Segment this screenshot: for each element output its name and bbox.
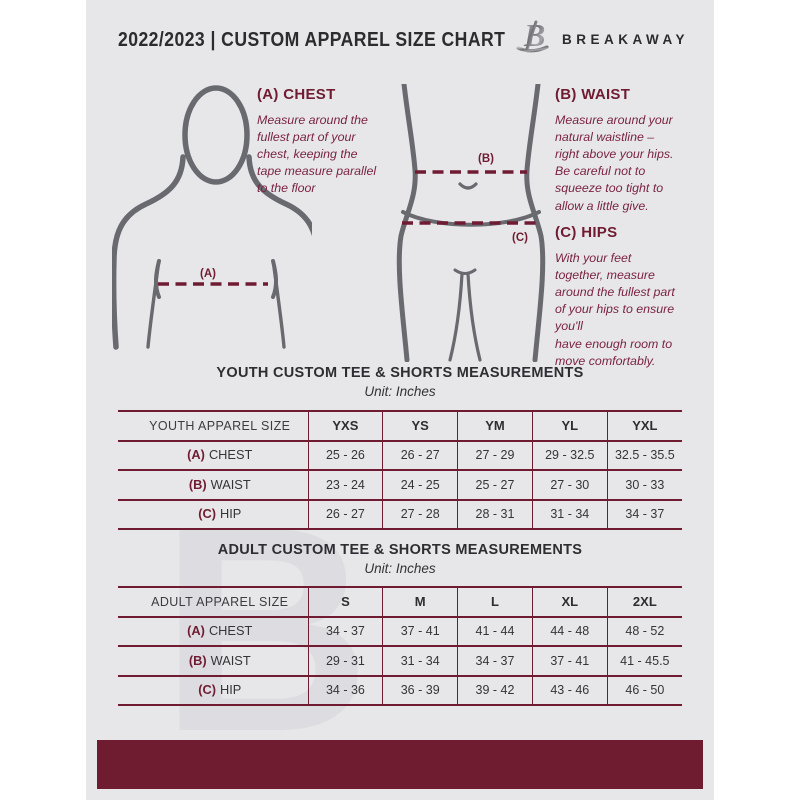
hips-guide-heading: (C) HIPS bbox=[555, 224, 618, 241]
size-chart-page: B 2022/2023 | CUSTOM APPAREL SIZE CHART … bbox=[86, 0, 714, 800]
figure-left-inner-leg bbox=[448, 272, 464, 362]
figure-right-side bbox=[524, 84, 546, 362]
table-cell: 43 - 46 bbox=[550, 683, 590, 698]
table-cell: 48 - 52 bbox=[625, 624, 665, 639]
figure-crotch-curve bbox=[453, 268, 477, 275]
table-cell: 27 - 28 bbox=[400, 507, 440, 522]
breakaway-logo-icon: B bbox=[516, 17, 549, 53]
adult-table-unit: Unit: Inches bbox=[364, 561, 436, 576]
figure-left-shoulder-arm bbox=[112, 154, 186, 350]
figure-right-shoulder-arm bbox=[246, 154, 312, 237]
figure-navel bbox=[458, 182, 478, 190]
size-header-cell: S bbox=[341, 593, 350, 609]
table-row-chest: (A) CHEST 34 - 37 37 - 41 41 - 44 44 - 48… bbox=[118, 615, 682, 646]
adult-size-table: ADULT APPAREL SIZE S M L XL 2XL (A) CHEST… bbox=[118, 586, 682, 706]
chest-line-label: (A) bbox=[200, 268, 216, 280]
size-header-cell: YS bbox=[411, 417, 429, 433]
brand-name: BREAKAWAY bbox=[562, 32, 690, 47]
hips-guide-text: With your feet together, measure around … bbox=[555, 251, 675, 368]
waist-hips-diagram: (B) (C) bbox=[396, 84, 546, 362]
table-cell: 37 - 41 bbox=[400, 624, 440, 639]
chest-diagram: (A) bbox=[112, 85, 312, 350]
table-cell: 34 - 37 bbox=[325, 624, 365, 639]
size-header-cell: M bbox=[414, 593, 426, 609]
adult-table-title: ADULT CUSTOM TEE & SHORTS MEASUREMENTS bbox=[217, 542, 583, 558]
row-label-prefix: (A) bbox=[187, 623, 205, 639]
table-header-row: YOUTH APPAREL SIZE YXS YS YM YL YXL bbox=[118, 411, 682, 441]
row-label-prefix: (C) bbox=[198, 682, 216, 698]
figure-waistband-curve bbox=[401, 210, 541, 227]
table-cell: 34 - 37 bbox=[475, 653, 515, 668]
waist-guide-section: (B) WAIST Measure around your natural wa… bbox=[555, 86, 710, 215]
chest-guide-heading: (A) CHEST bbox=[257, 86, 336, 103]
row-label: HIP bbox=[219, 682, 242, 698]
table-cell: 30 - 33 bbox=[625, 477, 665, 492]
chest-guide-section: (A) CHEST Measure around the fullest par… bbox=[257, 86, 405, 198]
row-label-prefix: (C) bbox=[198, 506, 216, 522]
table-cell: 29 - 32.5 bbox=[545, 448, 595, 463]
table-cell: 26 - 27 bbox=[400, 448, 440, 463]
size-header-cell: YM bbox=[485, 417, 505, 433]
table-cell: 37 - 41 bbox=[550, 653, 590, 668]
table-cell: 27 - 30 bbox=[550, 477, 590, 492]
table-cell: 29 - 31 bbox=[325, 653, 365, 668]
row-label: WAIST bbox=[210, 476, 251, 492]
table-cell: 27 - 29 bbox=[475, 448, 515, 463]
row-label-prefix: (B) bbox=[188, 476, 207, 492]
table-row-hip: (C) HIP 34 - 36 36 - 39 39 - 42 43 - 46 4… bbox=[118, 674, 682, 705]
size-header-cell: 2XL bbox=[632, 593, 657, 609]
table-cell: 24 - 25 bbox=[400, 477, 440, 492]
adult-size-col-header: ADULT APPAREL SIZE bbox=[151, 594, 289, 609]
table-cell: 46 - 50 bbox=[625, 683, 665, 698]
table-row-waist: (B) WAIST 23 - 24 24 - 25 25 - 27 27 - 30… bbox=[118, 469, 682, 500]
waist-guide-text: Measure around your natural waistline – … bbox=[555, 113, 674, 213]
table-row-chest: (A) CHEST 25 - 26 26 - 27 27 - 29 29 - 32… bbox=[118, 439, 682, 470]
table-row-hip: (C) HIP 26 - 27 27 - 28 28 - 31 31 - 34 3… bbox=[118, 498, 682, 529]
waist-line-label: (B) bbox=[478, 153, 494, 165]
waist-guide-heading: (B) WAIST bbox=[555, 86, 631, 103]
table-row-waist: (B) WAIST 29 - 31 31 - 34 34 - 37 37 - 41… bbox=[118, 645, 682, 676]
size-header-cell: YXS bbox=[332, 417, 359, 433]
row-label-prefix: (A) bbox=[187, 447, 205, 463]
row-label: WAIST bbox=[210, 652, 251, 668]
youth-table-title: YOUTH CUSTOM TEE & SHORTS MEASUREMENTS bbox=[216, 365, 584, 381]
table-cell: 44 - 48 bbox=[550, 624, 590, 639]
figure-right-inner-arm bbox=[272, 265, 286, 349]
youth-size-table: YOUTH APPAREL SIZE YXS YS YM YL YXL (A) C… bbox=[118, 410, 682, 530]
chest-guide-text: Measure around the fullest part of your … bbox=[257, 113, 377, 196]
page-title: 2022/2023 | CUSTOM APPAREL SIZE CHART bbox=[118, 29, 506, 51]
table-cell: 28 - 31 bbox=[475, 507, 515, 522]
row-label: HIP bbox=[219, 506, 242, 522]
table-cell: 41 - 44 bbox=[475, 624, 515, 639]
table-cell: 31 - 34 bbox=[550, 507, 590, 522]
table-cell: 41 - 45.5 bbox=[620, 653, 670, 668]
row-label-prefix: (B) bbox=[188, 652, 207, 668]
size-header-cell: XL bbox=[561, 593, 579, 609]
table-cell: 31 - 34 bbox=[400, 653, 440, 668]
size-header-cell: YXL bbox=[632, 417, 658, 433]
figure-left-inner-arm bbox=[146, 265, 160, 349]
table-cell: 23 - 24 bbox=[325, 477, 365, 492]
figure-head-outline bbox=[182, 85, 250, 185]
table-cell: 25 - 26 bbox=[325, 448, 365, 463]
youth-table-unit: Unit: Inches bbox=[364, 384, 436, 399]
row-label: CHEST bbox=[208, 623, 253, 639]
figure-left-side bbox=[396, 84, 418, 362]
size-header-cell: L bbox=[491, 593, 499, 609]
youth-size-col-header: YOUTH APPAREL SIZE bbox=[149, 418, 291, 433]
table-cell: 32.5 - 35.5 bbox=[614, 448, 675, 463]
hips-line-label: (C) bbox=[512, 232, 528, 244]
table-cell: 39 - 42 bbox=[475, 683, 515, 698]
table-cell: 25 - 27 bbox=[475, 477, 515, 492]
table-cell: 36 - 39 bbox=[400, 683, 440, 698]
table-cell: 26 - 27 bbox=[325, 507, 365, 522]
size-header-cell: YL bbox=[561, 417, 579, 433]
table-cell: 34 - 36 bbox=[325, 683, 365, 698]
table-cell: 34 - 37 bbox=[625, 507, 665, 522]
table-header-row: ADULT APPAREL SIZE S M L XL 2XL bbox=[118, 587, 682, 617]
footer-accent-bar bbox=[97, 740, 703, 789]
row-label: CHEST bbox=[208, 447, 253, 463]
figure-right-inner-leg bbox=[466, 272, 482, 362]
hips-guide-section: (C) HIPS With your feet together, measur… bbox=[555, 224, 710, 370]
